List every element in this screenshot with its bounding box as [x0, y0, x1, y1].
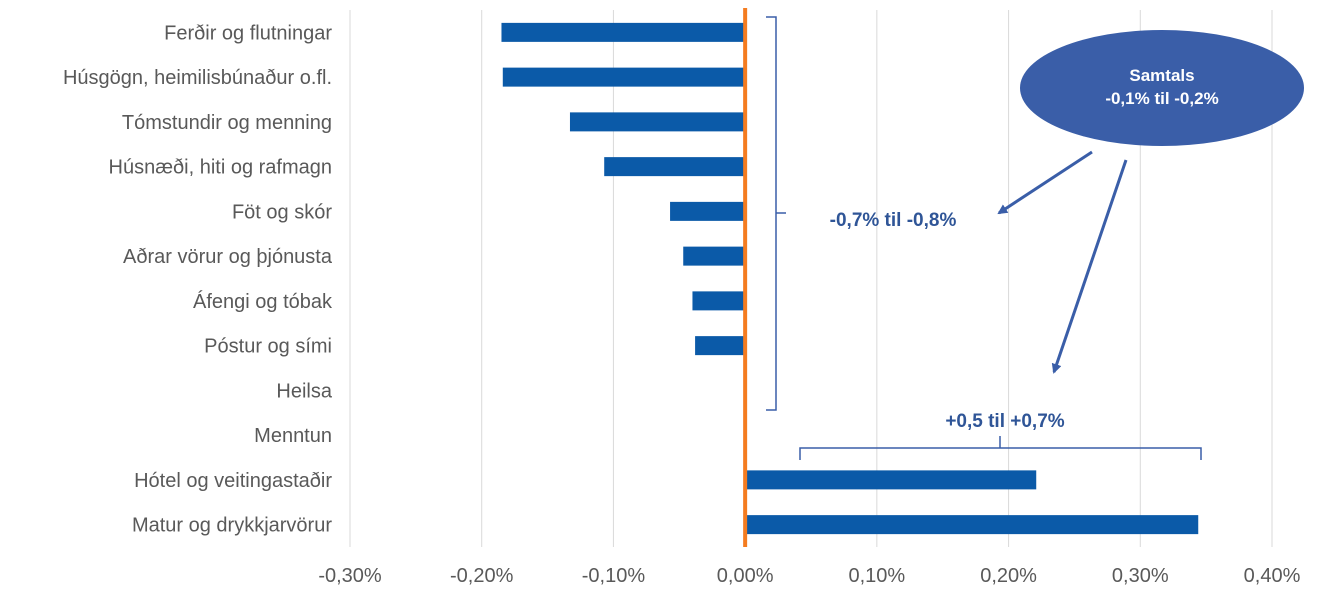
arrow-to-positive — [1051, 159, 1128, 374]
total-title: Samtals — [1129, 66, 1194, 85]
category-label: Menntun — [254, 425, 332, 447]
x-tick-label: -0,20% — [450, 565, 514, 587]
category-label: Föt og skór — [232, 201, 332, 223]
category-label: Húsnæði, hiti og rafmagn — [109, 157, 332, 179]
x-tick-label: 0,30% — [1112, 565, 1169, 587]
category-label: Ferðir og flutningar — [164, 22, 332, 44]
arrow-to-negative — [997, 150, 1093, 215]
bar — [502, 67, 746, 87]
category-label: Húsgögn, heimilisbúnaður o.fl. — [63, 67, 332, 89]
category-label: Heilsa — [276, 380, 332, 402]
bar — [683, 246, 746, 266]
x-tick-label: 0,10% — [848, 565, 905, 587]
total-value: -0,1% til -0,2% — [1105, 89, 1218, 108]
negative-bracket-label: -0,7% til -0,8% — [830, 210, 957, 231]
category-label: Matur og drykkjarvörur — [132, 515, 332, 537]
category-label: Aðrar vörur og þjónusta — [123, 246, 333, 268]
bar — [745, 515, 1199, 535]
bar — [501, 22, 746, 42]
category-label: Áfengi og tóbak — [193, 290, 333, 313]
x-tick-label: 0,20% — [980, 565, 1037, 587]
positive-bracket-label: +0,5 til +0,7% — [945, 411, 1064, 432]
category-label: Tómstundir og menning — [122, 112, 332, 134]
positive-bracket — [799, 436, 1202, 460]
bar — [670, 201, 746, 221]
total-callout — [1020, 30, 1304, 146]
category-label: Hótel og veitingastaðir — [134, 470, 332, 492]
category-label: Póstur og sími — [204, 336, 332, 358]
bar — [569, 112, 746, 132]
bar — [695, 336, 746, 356]
negative-bracket — [766, 16, 786, 411]
x-tick-label: -0,10% — [582, 565, 646, 587]
bar — [692, 291, 746, 311]
x-tick-label: 0,00% — [717, 565, 774, 587]
bar — [604, 157, 746, 177]
bar — [745, 470, 1037, 490]
x-tick-label: 0,40% — [1244, 565, 1301, 587]
x-tick-label: -0,30% — [318, 565, 382, 587]
